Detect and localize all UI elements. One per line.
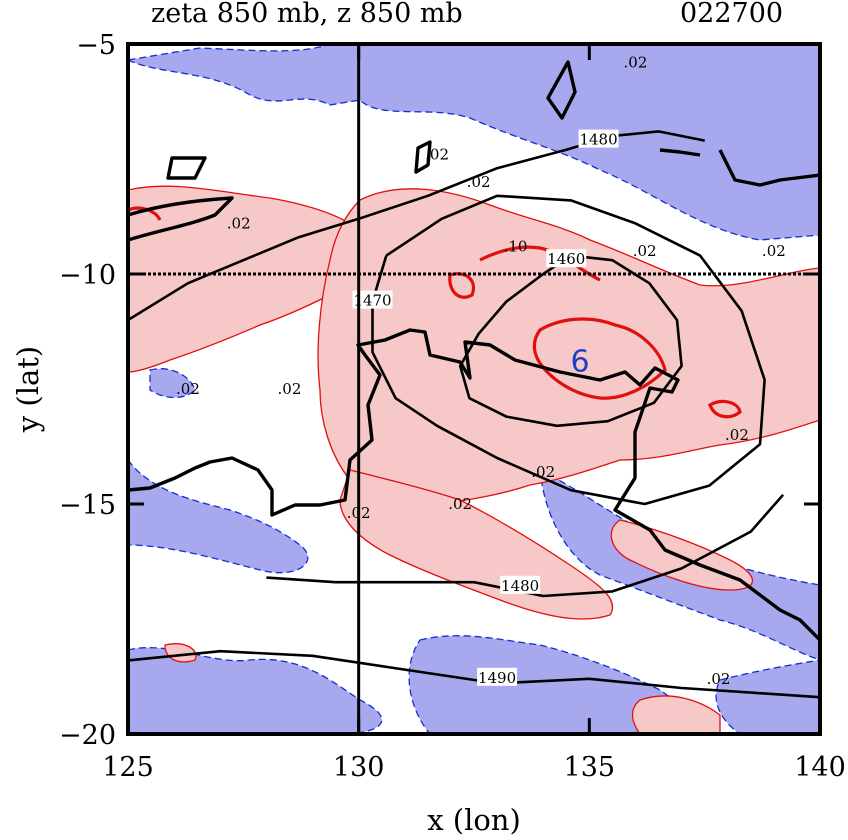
contour-label-background (352, 290, 393, 309)
height-contours: 1460 1470 1480 1480 1490 (128, 129, 820, 699)
x-axis-ticks: 125 130 135 140 (102, 44, 846, 783)
vorticity-contour (708, 399, 742, 419)
storm-center-marker: 6 (571, 344, 590, 379)
y-tick-label: −20 (59, 720, 116, 751)
coastline-segment (718, 149, 820, 187)
negative-vorticity-area (715, 659, 820, 734)
height-contour-1480 (128, 130, 705, 322)
coastline-segment (128, 196, 234, 242)
vorticity-contour-label: .02 (227, 214, 251, 232)
coastline-segment (546, 60, 577, 120)
vorticity-contour-label: .02 (707, 670, 731, 688)
vorticity-contour-label: .02 (448, 495, 472, 513)
height-contour-label: 1470 (353, 292, 391, 310)
vorticity-contour (479, 245, 601, 282)
vorticity-contour-label: .02 (425, 145, 449, 163)
y-tick-label: −5 (76, 30, 116, 61)
negative-vorticity-area (149, 368, 196, 399)
coastline-segment (166, 156, 207, 180)
coastline-segment (414, 140, 432, 174)
negative-vorticity-area (128, 458, 309, 574)
height-contour-label: 1480 (501, 577, 539, 595)
plot-frame (126, 42, 822, 736)
vorticity-contour-label: .02 (624, 53, 648, 71)
vorticity-contour-label: .10 (504, 237, 528, 255)
coastline-segment (659, 148, 701, 157)
vorticity-contour-label: .02 (278, 380, 302, 398)
height-contour-1470 (371, 194, 766, 506)
x-tick-label: 140 (794, 752, 846, 783)
height-contour-label: 1460 (547, 250, 585, 268)
contour-label-background (477, 667, 518, 686)
x-tick-label: 125 (102, 752, 154, 783)
positive-vorticity-area (339, 469, 614, 620)
height-contour-label: 1480 (579, 131, 617, 149)
y-tick-label: −10 (59, 260, 116, 291)
chart-date-label: 022700 (680, 0, 783, 29)
height-contour-1460 (458, 254, 683, 428)
negative-vorticity-regions (128, 44, 820, 734)
chart-title: zeta 850 mb, z 850 mb (151, 0, 463, 29)
negative-vorticity-area (128, 646, 383, 734)
height-contour-label: 1490 (478, 669, 516, 687)
positive-vorticity-area (631, 695, 721, 734)
vorticity-contour-label: .02 (633, 242, 657, 260)
contour-label-background (500, 575, 541, 594)
contour-label-background (546, 249, 587, 268)
vorticity-contour-label: .02 (725, 426, 749, 444)
vorticity-contour-label: .02 (467, 173, 491, 191)
vorticity-contour-label: .02 (531, 463, 555, 481)
y-tick-label: −15 (59, 490, 116, 521)
x-axis-label: x (lon) (427, 803, 521, 837)
x-tick-label: 135 (564, 752, 616, 783)
contour-label-background (578, 129, 619, 148)
x-tick-label: 130 (333, 752, 385, 783)
vorticity-labels: .02.02.02.10.02.02.02.02.02.02.02.02.02.… (176, 53, 786, 687)
strong-vorticity-contours (128, 206, 742, 419)
y-axis-ticks: −5 −10 −15 −20 (59, 30, 820, 751)
negative-vorticity-area (408, 635, 691, 734)
vorticity-contour (448, 272, 475, 299)
vorticity-contour-label: .02 (176, 380, 200, 398)
vorticity-contour-label: .02 (762, 242, 786, 260)
y-axis-label: y (lat) (11, 346, 45, 433)
positive-vorticity-area (317, 188, 820, 507)
vorticity-contour (532, 317, 667, 400)
